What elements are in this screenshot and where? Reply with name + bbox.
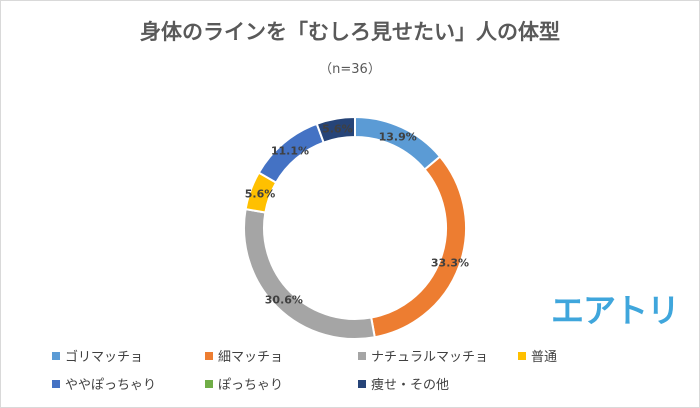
legend-item-6: ぽっちゃり xyxy=(205,374,283,393)
legend-label-2: 細マッチョ xyxy=(218,350,284,365)
data-label-2: 33.3% xyxy=(431,256,469,269)
legend-label-1: ゴリマッチョ xyxy=(65,350,144,365)
legend-item-7: 痩せ・その他 xyxy=(358,374,449,393)
legend-item-1: ゴリマッチョ xyxy=(52,346,143,365)
legend-swatch-3 xyxy=(358,351,366,360)
brand-logo: エアトリ xyxy=(551,291,680,330)
legend-item-4: 普通 xyxy=(518,346,557,365)
legend-item-3: ナチュラルマッチョ xyxy=(358,346,488,365)
legend-swatch-1 xyxy=(52,351,60,360)
chart-title: 身体のラインを「むしろ見せたい」人の体型 xyxy=(140,20,560,44)
data-label-3: 30.6% xyxy=(265,294,303,307)
donut-slice-7 xyxy=(315,115,356,144)
legend-swatch-2 xyxy=(205,351,213,360)
data-label-4: 5.6% xyxy=(245,188,276,201)
data-label-1: 13.9% xyxy=(379,130,417,143)
legend-label-4: 普通 xyxy=(531,350,558,365)
legend-item-5: ややぽっちゃり xyxy=(52,374,156,393)
data-label-7: 5.6% xyxy=(322,123,353,136)
legend-swatch-4 xyxy=(518,351,526,360)
legend-label-6: ぽっちゃり xyxy=(218,378,284,393)
legend-label-3: ナチュラルマッチョ xyxy=(371,350,489,365)
donut-slice-3 xyxy=(243,207,376,340)
legend-swatch-6 xyxy=(205,379,213,388)
legend-swatch-7 xyxy=(358,379,366,388)
legend-label-7: 痩せ・その他 xyxy=(371,378,450,393)
legend-item-2: 細マッチョ xyxy=(205,346,283,365)
legend-swatch-5 xyxy=(52,379,60,388)
chart-subtitle: （n=36） xyxy=(319,62,381,77)
data-label-5: 11.1% xyxy=(271,145,309,158)
donut-slice-2 xyxy=(370,155,467,339)
legend-label-5: ややぽっちゃり xyxy=(65,378,157,393)
